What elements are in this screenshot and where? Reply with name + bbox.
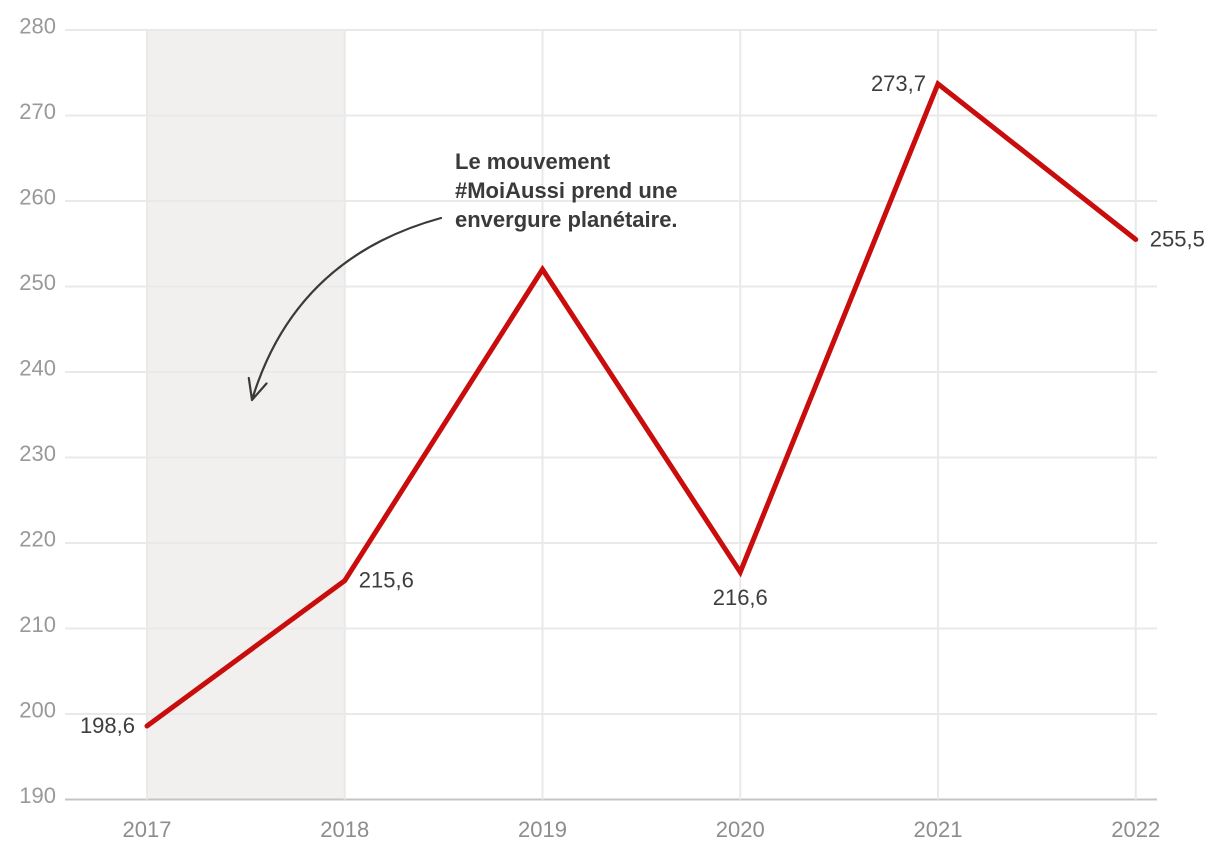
y-tick-label: 240 (19, 356, 56, 381)
annotation: Le mouvement #MoiAussi prend une envergu… (455, 147, 755, 234)
x-tick-label: 2019 (518, 817, 567, 842)
annotation-line-3: envergure planétaire. (455, 207, 678, 232)
y-tick-label: 280 (19, 14, 56, 39)
y-tick-label: 260 (19, 185, 56, 210)
x-tick-label: 2017 (123, 817, 172, 842)
annotation-line-1: Le mouvement (455, 149, 611, 174)
x-tick-label: 2022 (1111, 817, 1160, 842)
data-label: 273,7 (871, 71, 926, 96)
y-tick-label: 230 (19, 441, 56, 466)
x-tick-label: 2021 (914, 817, 963, 842)
y-tick-label: 220 (19, 527, 56, 552)
y-tick-label: 190 (19, 783, 56, 808)
y-tick-label: 250 (19, 270, 56, 295)
data-line (144, 79, 1139, 729)
data-label: 255,5 (1150, 226, 1205, 251)
x-tick-label: 2020 (716, 817, 765, 842)
y-tick-label: 270 (19, 99, 56, 124)
data-label: 198,6 (80, 713, 135, 738)
y-tick-label: 210 (19, 612, 56, 637)
data-label: 216,6 (713, 585, 768, 610)
annotation-line-2: #MoiAussi prend une (455, 178, 678, 203)
data-label: 215,6 (359, 568, 414, 593)
annotation-arrow (247, 216, 443, 402)
highlight-band (147, 30, 345, 800)
y-tick-label: 200 (19, 698, 56, 723)
x-tick-label: 2018 (320, 817, 369, 842)
